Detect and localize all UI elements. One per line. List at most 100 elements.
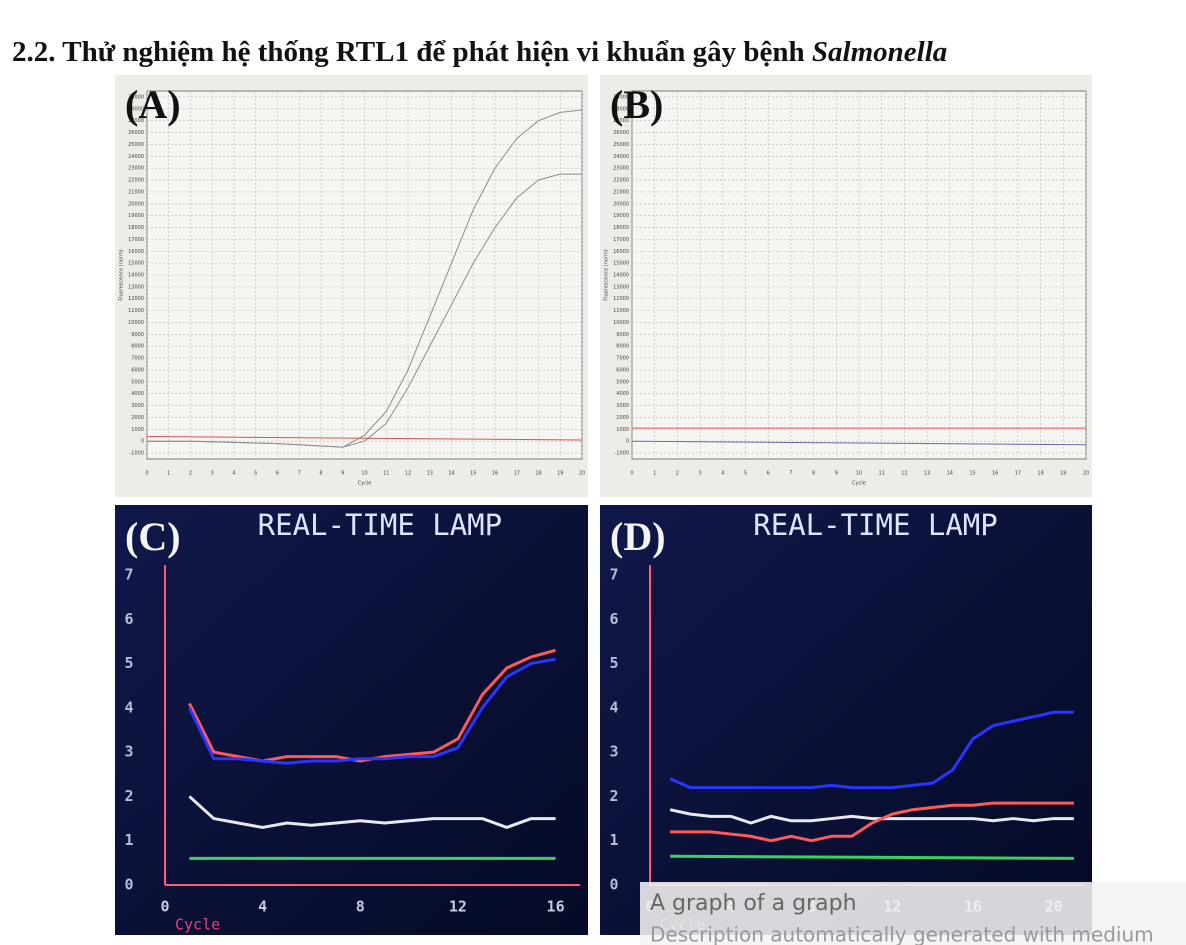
panel-label: (C): [125, 514, 181, 559]
heading-text: 2.2. Thử nghiệm hệ thống RTL1 để phát hi…: [12, 36, 812, 68]
y-tick-label: 6: [124, 610, 133, 628]
y-tick-label: 7: [609, 566, 618, 584]
x-tick-label: 6: [767, 471, 770, 477]
x-tick-label: 12: [405, 471, 411, 477]
y-tick-label: 7: [124, 566, 133, 584]
x-tick-label: 14: [448, 471, 454, 477]
x-tick-label: 1: [167, 471, 170, 477]
y-tick-label: 24000: [613, 154, 629, 160]
x-tick-label: 9: [835, 471, 838, 477]
y-tick-label: 0: [609, 876, 618, 894]
data-line: [670, 854, 1074, 860]
y-tick-label: 10000: [128, 320, 144, 326]
y-tick-label: 6000: [616, 367, 629, 373]
y-tick-label: 17000: [613, 237, 629, 243]
x-tick-label: 19: [1060, 471, 1066, 477]
panel-label: (D): [610, 514, 666, 559]
y-tick-label: 3000: [616, 403, 629, 409]
y-tick-label: 4: [124, 698, 133, 716]
y-tick-label: 5: [609, 654, 618, 672]
y-tick-label: 4: [609, 698, 618, 716]
y-tick-label: 1000: [616, 427, 629, 433]
x-tick-label: 18: [535, 471, 541, 477]
y-axis-label: Fluorescence (norm): [604, 249, 610, 301]
y-tick-label: 29000: [613, 94, 629, 100]
data-line: [146, 435, 583, 441]
x-tick-label: 2: [676, 471, 679, 477]
y-tick-label: 28000: [613, 106, 629, 112]
y-tick-label: 14000: [613, 273, 629, 279]
x-tick-label: 12: [449, 898, 467, 916]
y-tick-label: 12000: [128, 296, 144, 302]
y-tick-label: 3: [124, 743, 133, 761]
y-tick-label: 15000: [613, 261, 629, 267]
y-tick-label: 20000: [613, 201, 629, 207]
y-tick-label: 1: [124, 831, 133, 849]
y-tick-label: 29000: [128, 94, 144, 100]
y-tick-label: 9000: [131, 332, 144, 338]
y-tick-label: 21000: [128, 189, 144, 195]
data-line: [670, 801, 1074, 843]
x-tick-label: 19: [557, 471, 563, 477]
y-tick-label: 1: [609, 831, 618, 849]
x-tick-label: 3: [699, 471, 702, 477]
x-tick-label: 0: [630, 471, 633, 477]
x-tick-label: 20: [579, 471, 585, 477]
y-tick-label: 4000: [131, 391, 144, 397]
panel-label: (A): [125, 82, 181, 127]
y-tick-label: 6000: [131, 367, 144, 373]
x-axis-label: Cycle: [852, 481, 866, 487]
y-tick-label: 4000: [616, 391, 629, 397]
y-tick-label: 22000: [613, 178, 629, 184]
y-tick-label: 24000: [128, 154, 144, 160]
x-axis-label: Cycle: [175, 916, 220, 934]
chart-title: REAL-TIME LAMP: [258, 508, 502, 542]
y-tick-label: 5000: [616, 379, 629, 385]
y-tick-label: -1000: [614, 451, 629, 457]
data-line: [669, 710, 1074, 790]
y-axis-label: Fluorescence (norm): [119, 249, 125, 301]
y-tick-label: 14000: [128, 273, 144, 279]
heading: 2.2. Thử nghiệm hệ thống RTL1 để phát hi…: [12, 36, 947, 68]
x-tick-label: 6: [276, 471, 279, 477]
y-tick-label: 16000: [613, 249, 629, 255]
y-tick-label: 2: [609, 787, 618, 805]
y-tick-label: 2000: [616, 415, 629, 421]
x-tick-label: 16: [547, 898, 565, 916]
y-tick-label: 13000: [128, 284, 144, 290]
x-tick-label: 8: [319, 471, 322, 477]
x-tick-label: 5: [254, 471, 257, 477]
alt-text-overlay: [640, 882, 1186, 945]
y-tick-label: 23000: [128, 166, 144, 172]
x-tick-label: 17: [514, 471, 520, 477]
y-tick-label: 7000: [616, 356, 629, 362]
x-tick-label: 7: [298, 471, 301, 477]
y-tick-label: 16000: [128, 249, 144, 255]
y-tick-label: 26000: [128, 130, 144, 136]
y-tick-label: 3000: [131, 403, 144, 409]
y-tick-label: 8000: [131, 344, 144, 350]
x-axis-label: Cycle: [358, 481, 372, 487]
y-tick-label: 26000: [613, 130, 629, 136]
data-line: [188, 657, 556, 765]
y-tick-label: 11000: [613, 308, 629, 314]
y-tick-label: 2000: [131, 415, 144, 421]
x-tick-label: 11: [879, 471, 885, 477]
x-tick-label: 1: [653, 471, 656, 477]
y-tick-label: 23000: [613, 166, 629, 172]
y-tick-label: 0: [124, 876, 133, 894]
alt-text-title: A graph of a graph: [650, 891, 857, 916]
y-tick-label: 2: [124, 787, 133, 805]
y-tick-label: 0: [141, 439, 144, 445]
y-tick-label: 9000: [616, 332, 629, 338]
x-tick-label: 17: [1015, 471, 1021, 477]
y-tick-label: 20000: [128, 201, 144, 207]
x-tick-label: 0: [145, 471, 148, 477]
panel-background: [115, 505, 588, 935]
x-tick-label: 0: [160, 898, 169, 916]
data-line: [631, 440, 1087, 446]
figure: -100001000200030004000500060007000800090…: [115, 75, 1092, 935]
data-line: [147, 173, 582, 448]
